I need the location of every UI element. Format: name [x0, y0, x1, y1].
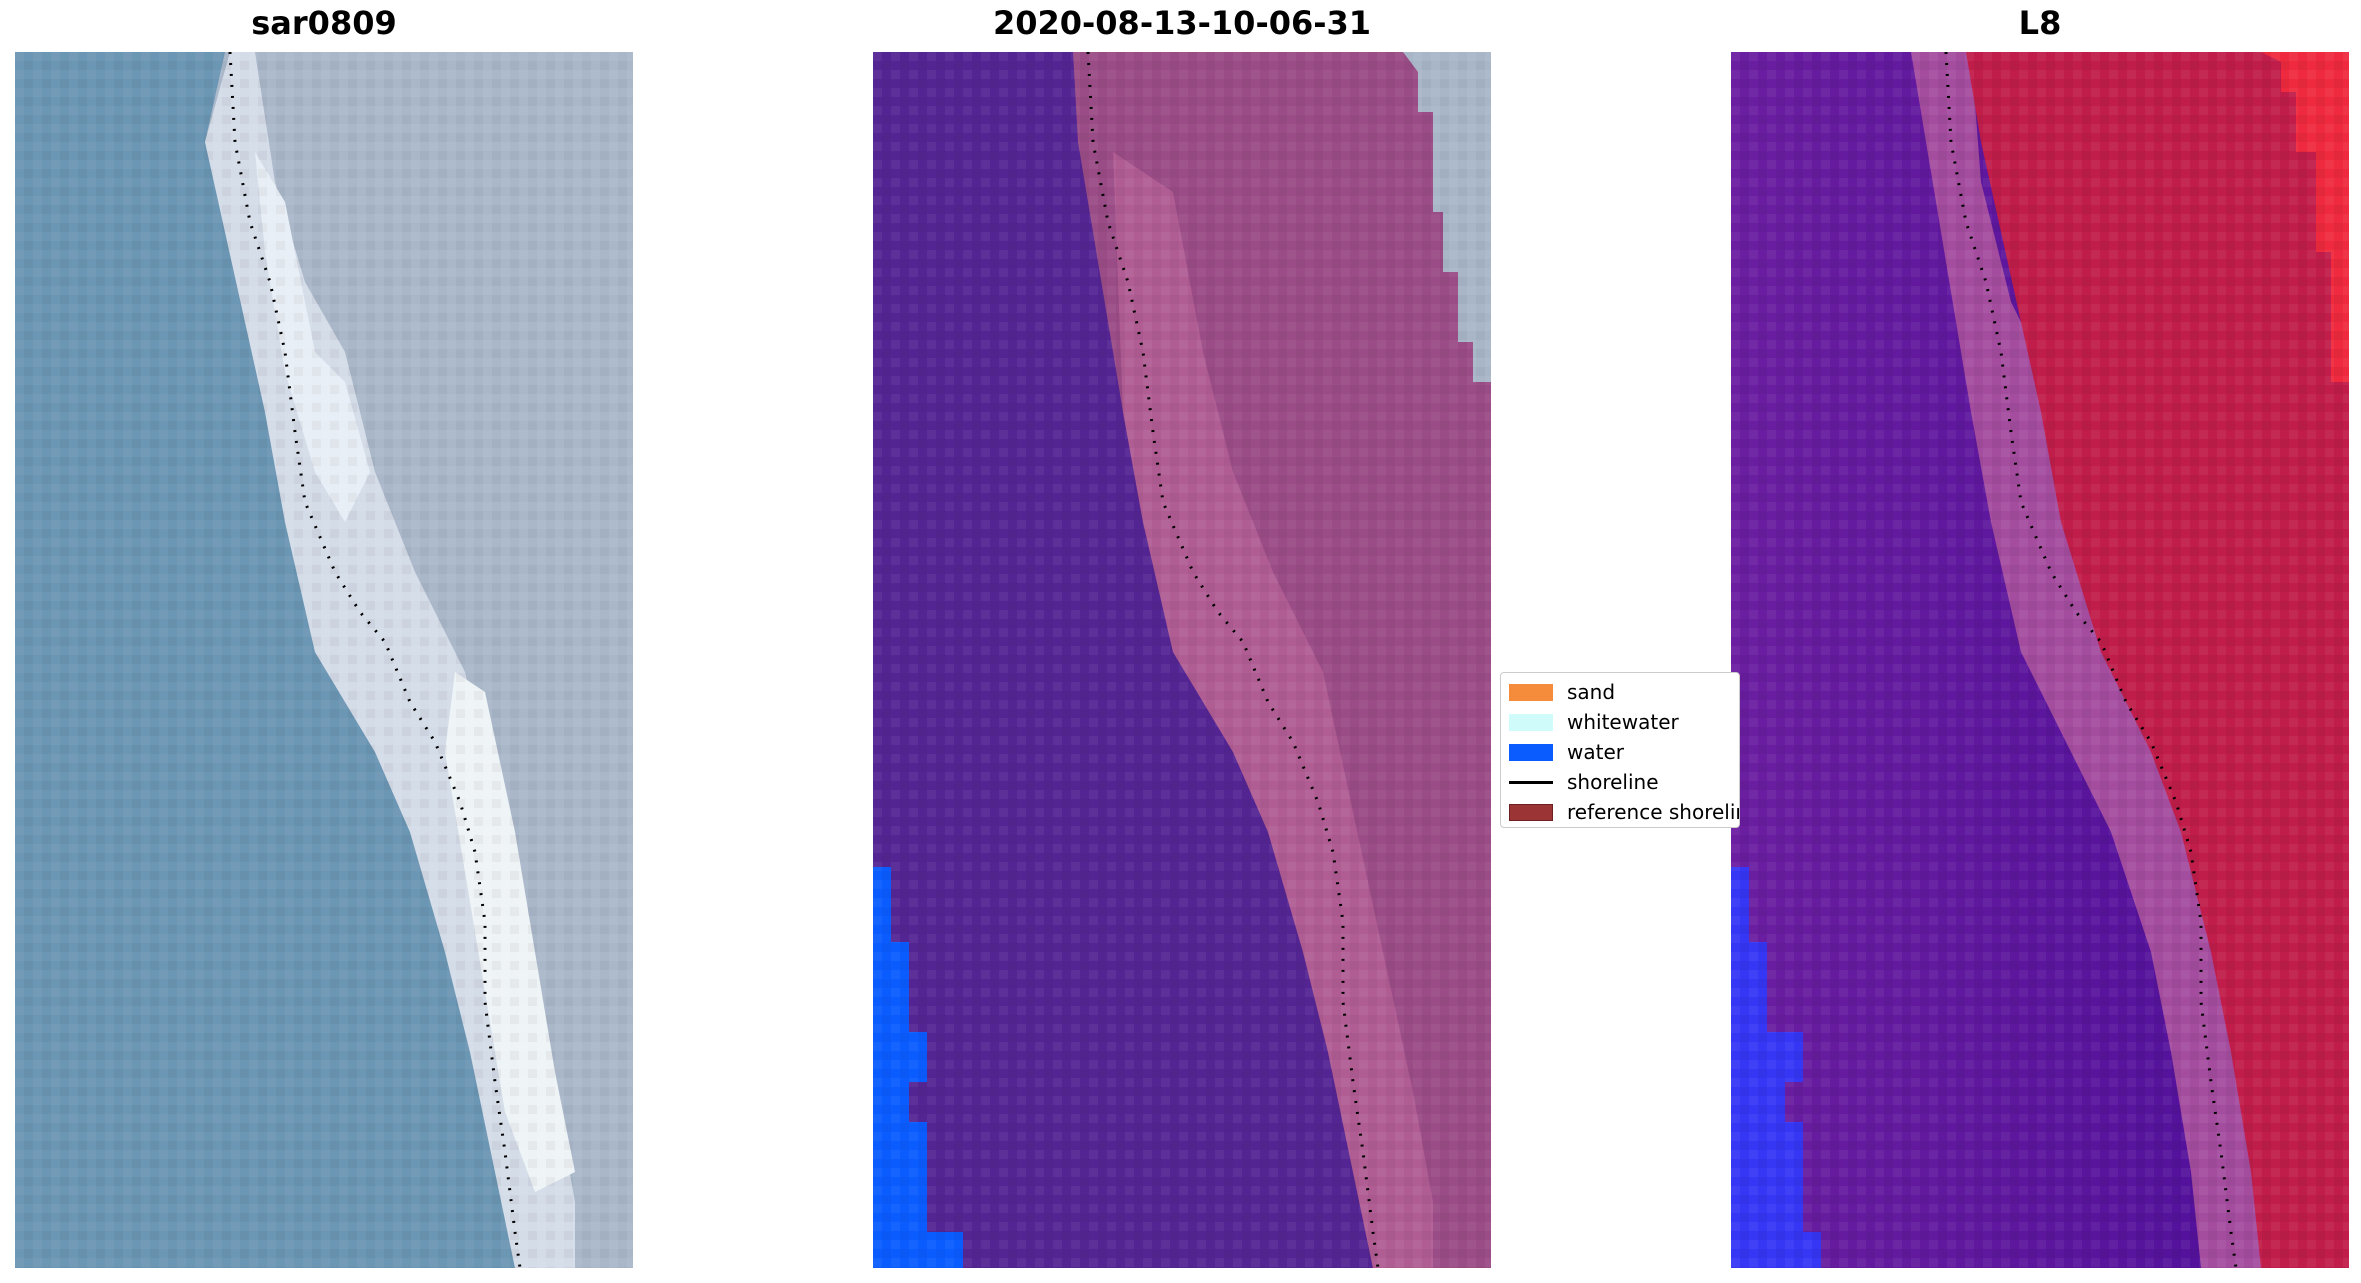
classified-image — [873, 52, 1491, 1268]
sand-swatch — [1509, 683, 1553, 701]
shoreline-dots — [1086, 52, 1380, 1268]
legend-label-shoreline: shoreline — [1567, 770, 1659, 794]
shoreline-dots — [228, 52, 522, 1268]
legend-label-water: water — [1567, 740, 1624, 764]
reference-shoreline-swatch — [1509, 803, 1553, 821]
legend: sand whitewater water shoreline referenc… — [1500, 672, 1740, 828]
legend-item-whitewater: whitewater — [1509, 709, 1679, 735]
pixel-texture — [15, 52, 633, 1268]
rgb-image — [15, 52, 633, 1268]
shoreline-line-swatch — [1509, 780, 1553, 784]
legend-item-water: water — [1509, 739, 1624, 765]
legend-item-reference-shoreline: reference shoreline — [1509, 799, 1739, 825]
legend-label-reference-shoreline: reference shoreline — [1567, 800, 1739, 824]
water-swatch — [1509, 743, 1553, 761]
ndwi-image — [1731, 52, 2349, 1268]
pixel-texture — [1731, 52, 2349, 1268]
shoreline-dots — [1944, 52, 2238, 1268]
legend-item-shoreline: shoreline — [1509, 769, 1659, 795]
legend-label-whitewater: whitewater — [1567, 710, 1679, 734]
whitewater-swatch — [1509, 713, 1553, 731]
rgb-image-panel — [15, 52, 633, 1268]
legend-label-sand: sand — [1567, 680, 1616, 704]
legend-item-sand: sand — [1509, 679, 1615, 705]
ndwi-image-panel — [1731, 52, 2349, 1268]
panel-title-l8: L8 — [2018, 4, 2062, 42]
panel-title-classified: 2020-08-13-10-06-31 — [992, 4, 1372, 42]
classified-image-panel — [873, 52, 1491, 1268]
pixel-texture — [873, 52, 1491, 1268]
panel-title-rgb: sar0809 — [251, 4, 397, 42]
